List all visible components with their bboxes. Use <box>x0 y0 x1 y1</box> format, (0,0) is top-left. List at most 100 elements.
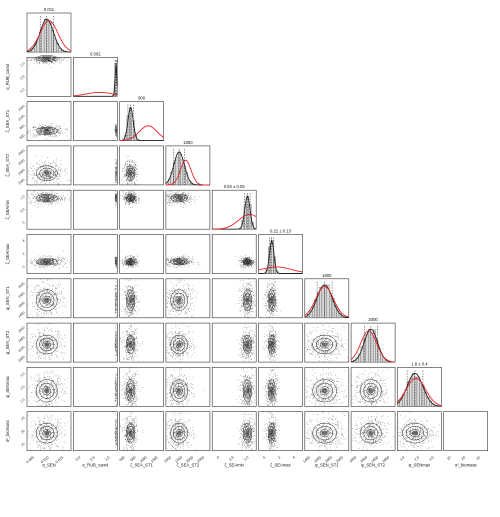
sample-point <box>125 257 126 259</box>
sample-point <box>38 199 40 201</box>
sample-point <box>32 292 34 293</box>
sample-point <box>116 304 117 306</box>
sample-point <box>122 183 123 185</box>
sample-point <box>56 178 58 180</box>
sample-point <box>42 302 43 304</box>
sample-point <box>41 297 43 299</box>
sample-point <box>116 133 117 135</box>
sample-point <box>60 264 61 266</box>
sample-point <box>64 198 66 200</box>
sample-point <box>51 300 52 302</box>
sample-point <box>69 260 71 262</box>
sample-point <box>29 174 30 175</box>
sample-point <box>40 181 42 182</box>
sample-point <box>60 199 62 201</box>
sample-point <box>62 258 63 259</box>
sample-point <box>41 172 43 173</box>
sample-point <box>116 128 117 130</box>
sample-point <box>184 257 185 259</box>
sample-point <box>40 130 41 131</box>
pair-α_SEN-ζ_SEA_ST2 <box>26 145 72 186</box>
sample-point <box>115 191 117 192</box>
sample-point <box>131 160 133 162</box>
sample-point <box>115 131 117 132</box>
sample-point <box>39 203 41 205</box>
sample-point <box>122 170 123 172</box>
sample-point <box>125 169 127 170</box>
sample-point <box>48 192 50 194</box>
sample-point <box>44 312 45 314</box>
sample-point <box>50 292 52 294</box>
sample-point <box>251 257 253 259</box>
sample-point <box>188 255 190 257</box>
sample-point <box>29 262 31 264</box>
sample-point <box>46 312 47 314</box>
sample-point <box>43 164 45 166</box>
panel-frame <box>165 234 211 274</box>
sample-point <box>169 196 170 198</box>
sample-point <box>242 255 243 257</box>
sample-point <box>57 168 59 170</box>
sample-point <box>115 177 116 179</box>
sample-point <box>135 167 136 169</box>
sample-point <box>39 262 40 264</box>
sample-point <box>47 134 49 136</box>
sample-point <box>181 205 182 207</box>
sample-point <box>37 133 38 134</box>
sample-point <box>62 260 64 262</box>
sample-point <box>58 200 59 202</box>
sample-point <box>123 167 125 169</box>
sample-point <box>131 164 133 166</box>
sample-point <box>59 300 61 302</box>
sample-point <box>123 181 125 183</box>
sample-point <box>169 200 171 201</box>
sample-point <box>115 178 117 180</box>
sample-point <box>49 123 50 124</box>
sample-point <box>124 195 126 197</box>
sample-point <box>56 57 58 59</box>
sample-point <box>138 265 140 267</box>
sample-point <box>135 172 137 174</box>
sample-point <box>131 193 133 194</box>
sample-point <box>123 176 125 178</box>
sample-point <box>243 266 245 267</box>
sample-point <box>54 129 56 131</box>
sample-point <box>55 288 56 289</box>
sample-point <box>39 292 41 294</box>
sample-point <box>27 303 28 305</box>
sample-point <box>60 162 62 164</box>
sample-point <box>115 173 116 175</box>
pair-α_RUB_cam4-ζ_SEA_ST2 <box>73 145 118 186</box>
sample-point <box>50 260 51 261</box>
sample-point <box>30 166 31 168</box>
sample-point <box>59 133 61 135</box>
sample-point <box>182 207 184 208</box>
sample-point <box>51 174 52 176</box>
sample-point <box>115 284 117 286</box>
sample-point <box>122 262 124 264</box>
sample-point <box>53 304 55 306</box>
sample-point <box>62 296 63 298</box>
sample-point <box>133 256 134 257</box>
sample-point <box>128 200 129 202</box>
sample-point <box>174 197 176 198</box>
sample-point <box>34 265 35 266</box>
sample-point <box>179 191 181 193</box>
sample-point <box>39 61 40 62</box>
sample-point <box>246 265 248 266</box>
sample-point <box>50 255 51 257</box>
sample-point <box>128 171 129 172</box>
sample-point <box>47 305 49 306</box>
sample-point <box>35 156 37 158</box>
sample-point <box>43 63 44 64</box>
sample-point <box>34 135 36 137</box>
sample-point <box>241 258 242 259</box>
sample-point <box>30 260 32 261</box>
sample-point <box>133 266 135 268</box>
sample-point <box>64 258 66 260</box>
sample-point <box>40 129 42 131</box>
sample-point <box>129 181 131 183</box>
sample-point <box>115 259 117 260</box>
sample-point <box>32 126 34 127</box>
sample-point <box>54 57 56 59</box>
